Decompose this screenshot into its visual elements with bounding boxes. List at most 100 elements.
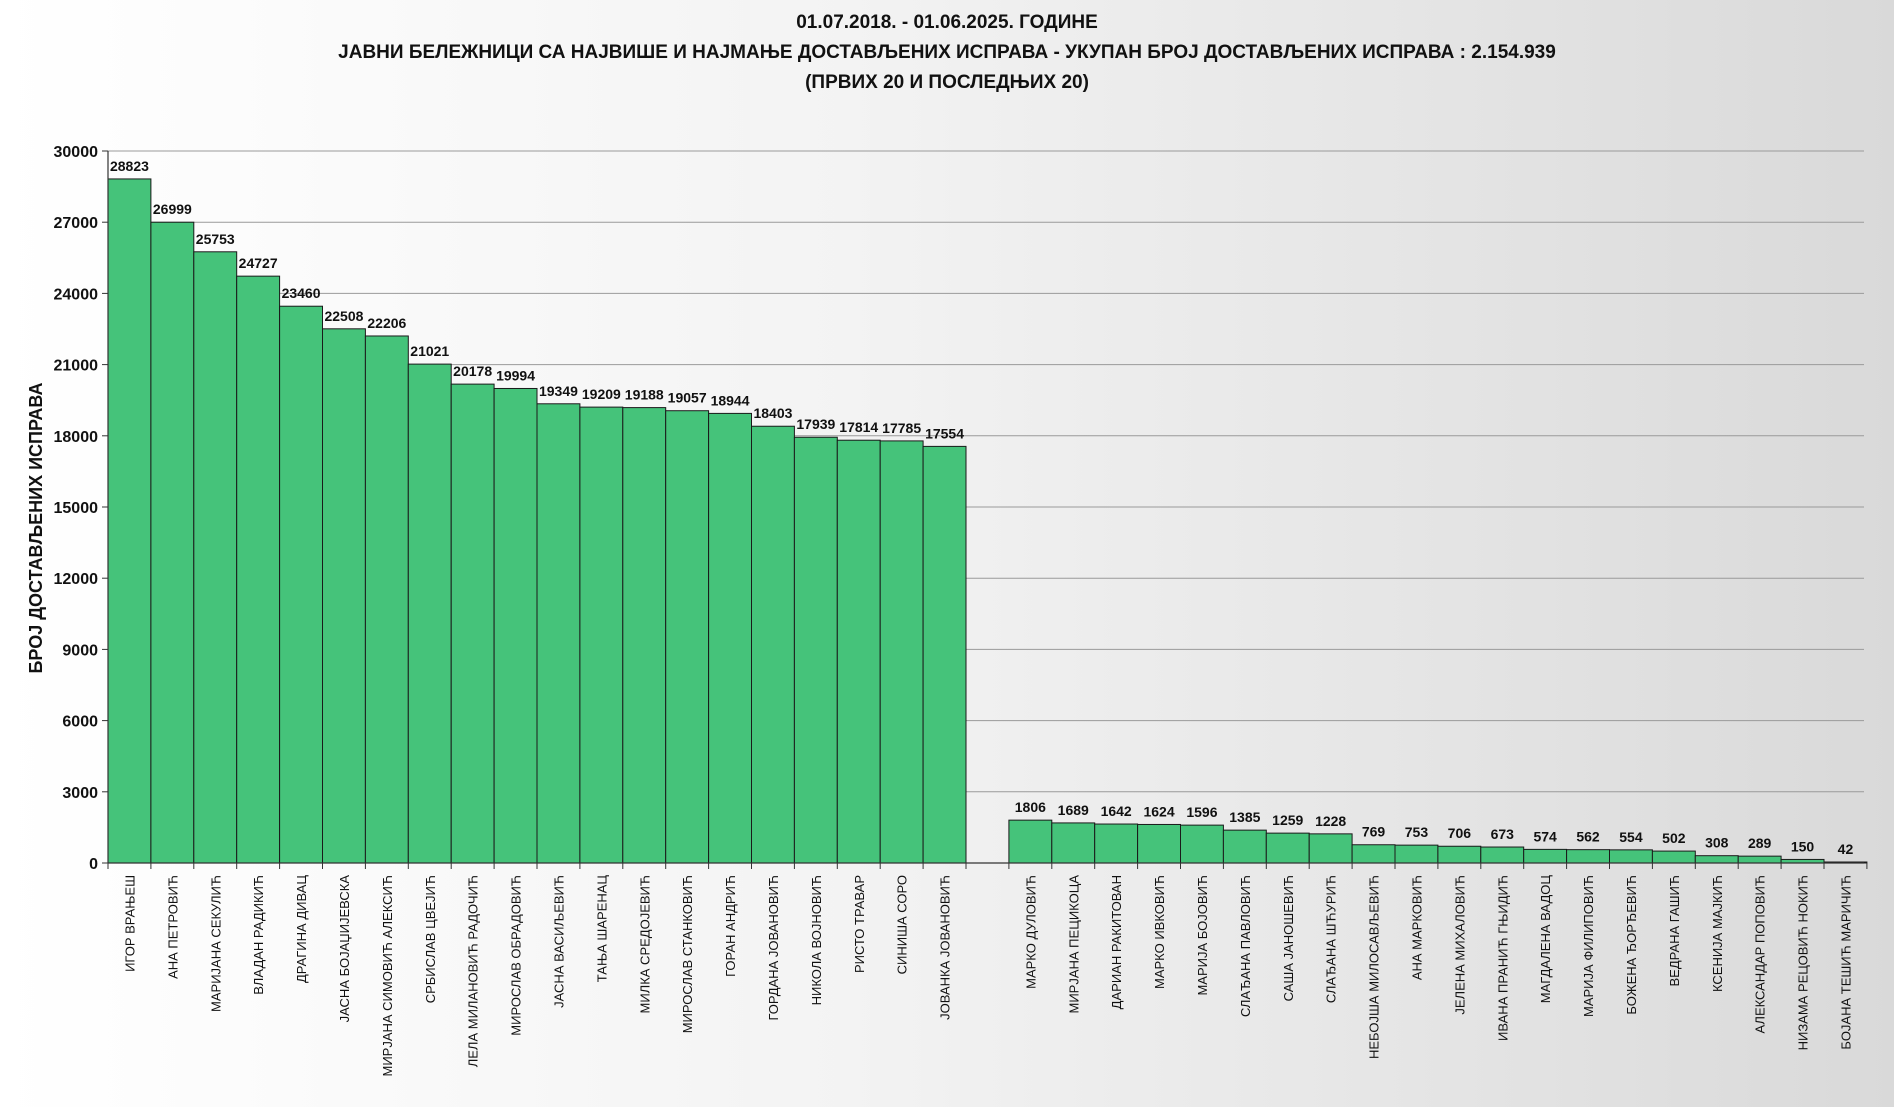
data-label: 26999 <box>153 201 192 217</box>
data-label: 19209 <box>582 386 621 402</box>
bar <box>1480 846 1525 864</box>
y-tick-label: 18000 <box>54 429 99 446</box>
data-label: 769 <box>1362 824 1386 840</box>
data-label: 21021 <box>410 343 449 359</box>
data-label: 19994 <box>496 367 535 383</box>
category-label: ГОРАН АНДРИЋ <box>723 875 738 977</box>
data-label: 1689 <box>1058 802 1089 818</box>
category-label: РИСТО ТРАВАР <box>852 875 867 973</box>
category-label: ИГОР ВРАЊЕШ <box>122 875 137 972</box>
data-label: 18944 <box>711 392 750 408</box>
category-label: ЈАСНА БОЈАЏИЈЕВСКА <box>337 875 352 1023</box>
data-label: 562 <box>1576 829 1600 845</box>
category-label: МАГДАЛЕНА ВАДОЦ <box>1538 875 1553 1004</box>
data-label: 42 <box>1838 841 1854 857</box>
bar <box>1523 848 1568 864</box>
chart-title-line-1: 01.07.2018. - 01.06.2025. ГОДИНЕ <box>796 12 1098 33</box>
y-tick-label: 0 <box>89 856 98 873</box>
data-label: 22508 <box>324 308 363 324</box>
bar <box>708 412 752 864</box>
bar <box>879 440 924 864</box>
data-label: 1385 <box>1229 809 1260 825</box>
bar <box>1694 855 1739 864</box>
labels-layer: 28823 ИГОР ВРАЊЕШ 26999 АНА ПЕТРОВИЋ 25753 МА… <box>110 158 1853 1077</box>
bar <box>236 275 281 864</box>
category-label: МИРОСЛАВ СТАНКОВИЋ <box>680 875 695 1033</box>
y-tick-label: 24000 <box>54 286 99 303</box>
category-label: ВЛАДАН РАДИКИЋ <box>251 875 266 995</box>
bar <box>1308 833 1353 864</box>
data-label: 1642 <box>1101 803 1132 819</box>
bar <box>322 328 366 864</box>
y-tick-label: 6000 <box>62 714 98 731</box>
bar <box>793 436 838 864</box>
data-label: 17785 <box>882 420 921 436</box>
bar <box>579 406 624 864</box>
bar <box>1180 824 1224 864</box>
data-label: 20178 <box>453 363 492 379</box>
bar <box>493 387 538 864</box>
category-label: НИКОЛА ВОЈНОВИЋ <box>809 875 824 1005</box>
data-label: 150 <box>1791 838 1815 854</box>
category-label: ЈОВАНКА ЈОВАНОВИЋ <box>938 875 953 1020</box>
category-label: МАРИЈА БОЈОВИЋ <box>1195 875 1210 996</box>
y-tick-label: 12000 <box>54 571 99 588</box>
data-label: 24727 <box>239 255 278 271</box>
data-label: 28823 <box>110 158 149 174</box>
data-label: 706 <box>1448 825 1472 841</box>
data-label: 19349 <box>539 383 578 399</box>
category-label: ГОРДАНА ЈОВАНОВИЋ <box>766 875 781 1021</box>
category-label: МАРИЈАНА СЕКУЛИЋ <box>208 875 223 1012</box>
category-label: ДРАГИНА ДИВАЦ <box>294 875 309 983</box>
y-tick-label: 27000 <box>54 215 99 232</box>
axis-layer: 0 3000 6000 9000 12000 15000 18000 21000 24000 27… <box>54 144 1868 873</box>
bar <box>751 425 795 864</box>
bar <box>1437 845 1482 864</box>
data-label: 1259 <box>1272 812 1303 828</box>
category-label: ЈАСНА ВАСИЉЕВИЋ <box>551 875 566 1008</box>
bar <box>536 403 581 864</box>
data-label: 289 <box>1748 835 1772 851</box>
category-label: МИРЈАНА СИМОВИЋ АЛЕКСИЋ <box>380 875 395 1077</box>
data-label: 753 <box>1405 824 1429 840</box>
data-label: 22206 <box>367 315 406 331</box>
data-label: 19188 <box>625 387 664 403</box>
category-label: МАРИЈА ФИЛИПОВИЋ <box>1581 875 1596 1017</box>
chart-title-line-3: (ПРВИХ 20 И ПОСЛЕДЊИХ 20) <box>805 72 1089 93</box>
y-axis-title: БРОЈ ДОСТАВЉЕНИХ ИСПРАВА <box>26 383 46 674</box>
data-label: 673 <box>1491 826 1515 842</box>
category-label: СЛАЂАНА ПАВЛОВИЋ <box>1238 875 1253 1017</box>
category-label: ВЕДРАНА ГАШИЋ <box>1667 875 1682 987</box>
bar <box>622 407 667 864</box>
category-label: СИНИША СОРО <box>895 875 910 974</box>
bar <box>922 445 967 864</box>
data-label: 308 <box>1705 835 1729 851</box>
category-label: БОЈАНА ТЕШИЋ МАРИЧИЋ <box>1838 875 1853 1050</box>
bars-layer <box>107 178 1868 864</box>
y-tick-label: 3000 <box>62 785 98 802</box>
category-label: МАРКО ДУЛОВИЋ <box>1023 875 1038 989</box>
category-label: ДАРИАН РАКИТОВАН <box>1109 875 1124 1009</box>
data-label: 23460 <box>282 285 321 301</box>
category-label: ЈЕЛЕНА МИХАЛОВИЋ <box>1452 875 1467 1015</box>
category-label: БОЖЕНА ЂОРЂЕВИЋ <box>1624 875 1639 1015</box>
data-label: 25753 <box>196 231 235 247</box>
bar <box>1394 844 1439 864</box>
data-label: 17554 <box>925 425 964 441</box>
y-tick-label: 30000 <box>54 144 99 161</box>
bar <box>1609 849 1653 864</box>
category-label: СЛАЂАНА ШЋУРИЋ <box>1324 875 1339 1003</box>
category-label: МАРКО ИВКОВИЋ <box>1152 875 1167 989</box>
bar <box>1351 844 1396 864</box>
bar <box>279 305 324 864</box>
data-label: 1624 <box>1143 803 1174 819</box>
chart-title-line-2: ЈАВНИ БЕЛЕЖНИЦИ СА НАЈВИШЕ И НАЈМАЊЕ ДОС… <box>338 42 1556 63</box>
bar <box>1008 819 1053 864</box>
bar <box>1566 849 1610 864</box>
category-label: АЛЕКСАНДАР ПОПОВИЋ <box>1753 875 1768 1034</box>
bar <box>150 221 195 864</box>
bar <box>1651 850 1696 864</box>
bar <box>407 363 452 864</box>
category-label: АНА ПЕТРОВИЋ <box>165 875 180 979</box>
category-label: ЛЕЛА МИЛАНОВИЋ РАДОЧИЋ <box>466 875 481 1067</box>
